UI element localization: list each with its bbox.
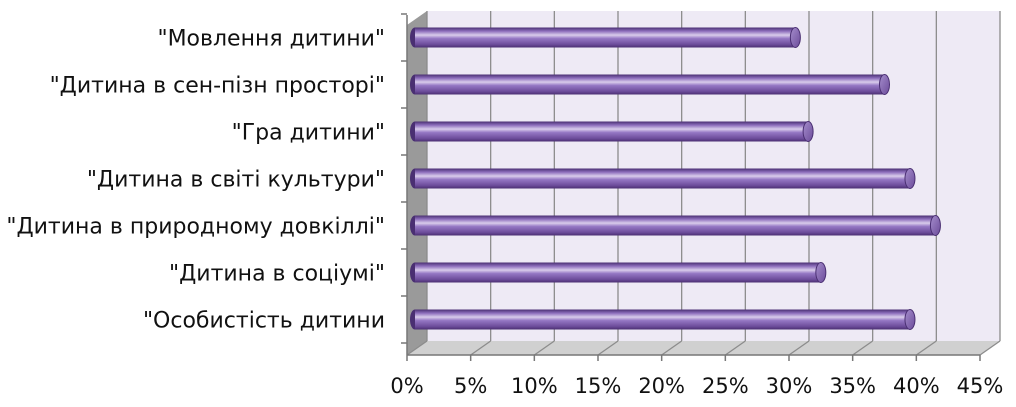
category-label: "Мовлення дитини" <box>157 27 385 52</box>
gridline-floor <box>406 340 428 356</box>
bar-group <box>410 168 916 189</box>
x-tick-label: 0% <box>390 374 423 398</box>
bar <box>415 121 809 142</box>
category-label: "Дитина в сен-пізн просторі" <box>50 74 385 99</box>
category-label: "Дитина в соціумі" <box>169 262 385 287</box>
x-tick-label: 45% <box>957 374 1004 398</box>
x-tick-label: 15% <box>575 374 622 398</box>
bar-end-cap <box>789 27 801 48</box>
bar <box>415 168 910 189</box>
bar-group <box>410 27 801 48</box>
axes <box>401 13 981 361</box>
bar-end-cap <box>879 74 890 95</box>
category-label: "Гра дитини" <box>232 121 385 146</box>
bar-group <box>410 262 827 283</box>
bar <box>415 262 821 283</box>
bar <box>415 309 910 330</box>
bar-group <box>410 74 890 95</box>
x-tick-label: 5% <box>454 374 487 398</box>
x-tick-label: 25% <box>702 374 749 398</box>
x-tick-label: 10% <box>511 374 558 398</box>
gridline-floor <box>979 340 1001 356</box>
bar-end-cap <box>904 309 916 330</box>
x-tick-label: 40% <box>893 374 940 398</box>
gridline-floor <box>915 340 937 356</box>
x-tick-label: 30% <box>766 374 813 398</box>
gridline-floor <box>724 340 746 356</box>
gridline-floor <box>597 340 619 356</box>
bar <box>415 74 885 95</box>
category-label: "Особистість дитини <box>143 309 385 334</box>
x-tick-labels: 0% 5% 10% 15% 20% 25% 30% 35% 40% 45% <box>390 374 1003 398</box>
bar <box>415 27 796 48</box>
gridline-floor <box>533 340 555 356</box>
bar-group <box>410 215 941 236</box>
category-labels: "Мовлення дитини" "Дитина в сен-пізн прос… <box>6 27 385 334</box>
category-label: "Дитина в світі культури" <box>87 168 385 193</box>
bar-group <box>410 309 916 330</box>
bar-end-cap <box>815 262 827 283</box>
plot-floor <box>407 341 1000 355</box>
gridline-floor <box>470 340 492 356</box>
bar-end-cap <box>904 168 916 189</box>
x-tick-label: 20% <box>638 374 685 398</box>
gridline-floor <box>661 340 683 356</box>
bar <box>415 215 936 236</box>
gridline-floor <box>788 340 810 356</box>
bars <box>410 27 941 330</box>
bar-end-cap <box>802 121 814 142</box>
x-tick-label: 35% <box>829 374 876 398</box>
bar-group <box>410 121 814 142</box>
gridline-floor <box>852 340 874 356</box>
category-label: "Дитина в природному довкіллі" <box>6 215 385 240</box>
bar-end-cap <box>929 215 941 236</box>
